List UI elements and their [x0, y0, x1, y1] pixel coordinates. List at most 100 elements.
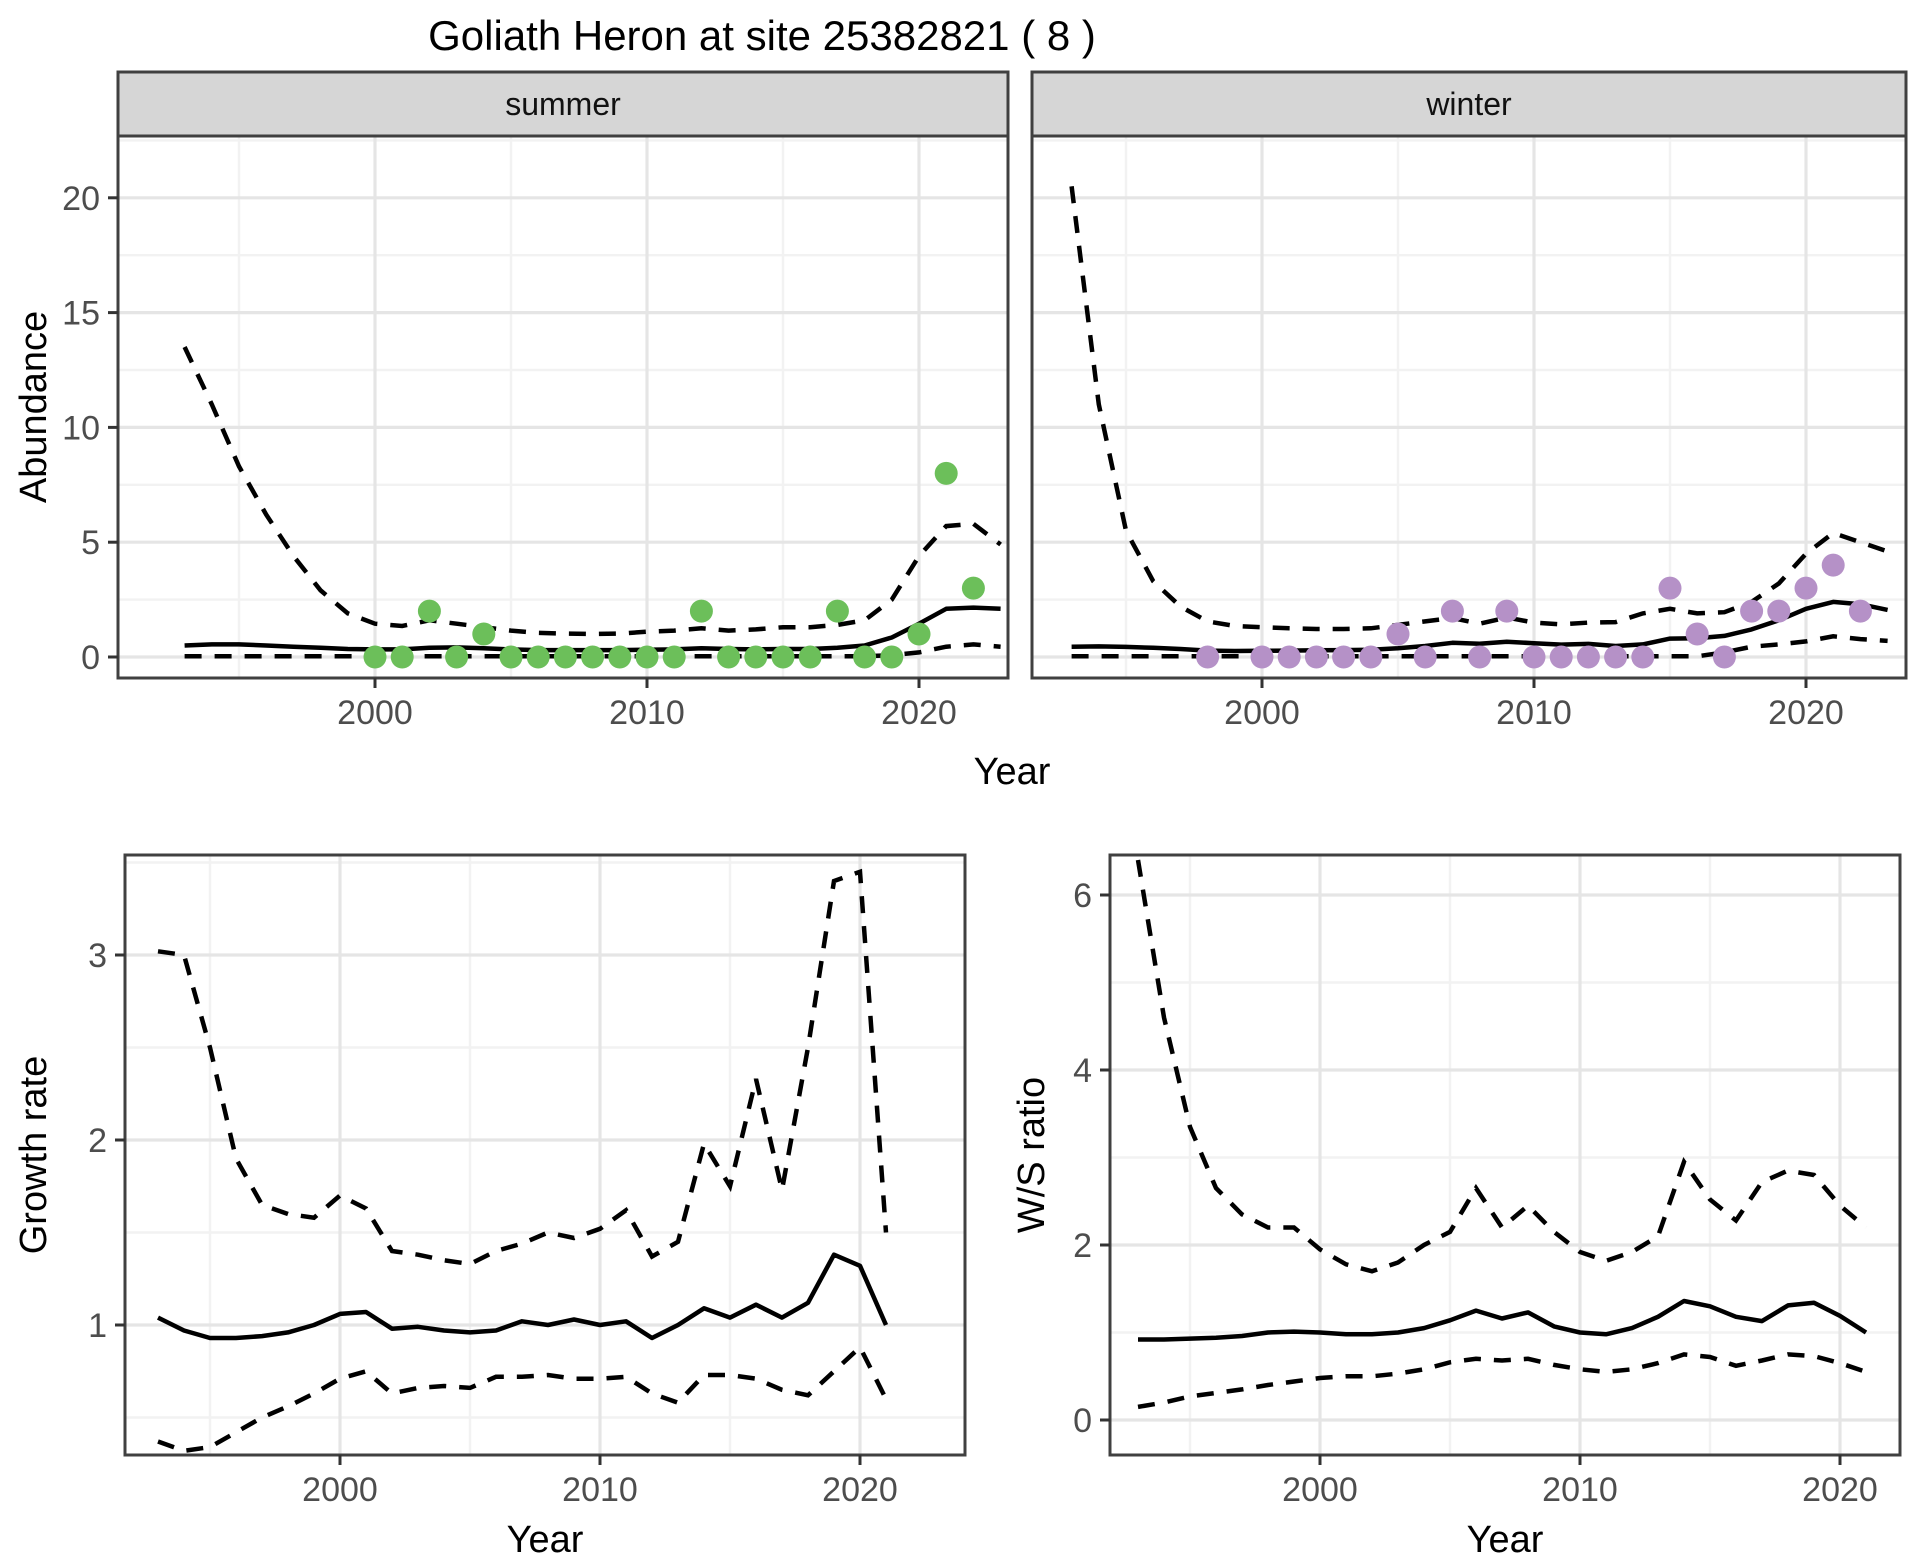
data-point: [825, 599, 849, 623]
data-point: [934, 461, 958, 485]
x-tick-label: 2010: [562, 1471, 638, 1509]
x-tick-label: 2010: [609, 694, 685, 732]
data-point: [1631, 645, 1655, 669]
data-point: [1740, 599, 1764, 623]
trend-line: [1138, 1298, 1868, 1342]
y-tick-label: 15: [62, 295, 100, 333]
data-point: [1468, 645, 1492, 669]
data-point: [880, 645, 904, 669]
y-tick-label: 0: [1073, 1402, 1092, 1440]
chart-title: Goliath Heron at site 25382821 ( 8 ): [428, 12, 1096, 59]
y-tick-label: 0: [81, 639, 100, 677]
y-axis-title-ws-ratio: W/S ratio: [1011, 1077, 1053, 1233]
data-point: [499, 645, 523, 669]
data-point: [608, 645, 632, 669]
panel-background: [1032, 136, 1906, 678]
x-axis-title-year-ws: Year: [1467, 1519, 1544, 1560]
data-point: [1685, 622, 1709, 646]
data-point: [744, 645, 768, 669]
data-point: [1359, 645, 1383, 669]
data-point: [1250, 645, 1274, 669]
data-point: [717, 645, 741, 669]
data-point: [526, 645, 550, 669]
y-tick-label: 3: [88, 937, 107, 975]
data-point: [553, 645, 577, 669]
ci-lower-line: [184, 642, 1001, 659]
data-point: [1522, 645, 1546, 669]
panel-abundance-winter: [1032, 136, 1906, 678]
data-point: [1386, 622, 1410, 646]
y-tick-label: 4: [1073, 1052, 1092, 1090]
data-point: [853, 645, 877, 669]
data-point: [1658, 576, 1682, 600]
data-point: [961, 576, 985, 600]
ci-upper-line: [182, 346, 1002, 637]
panel-abundance-summer: [118, 136, 1008, 678]
panel-background: [125, 855, 965, 1455]
panel-background: [118, 136, 1008, 678]
data-point: [1712, 645, 1736, 669]
facet-label-summer: summer: [505, 86, 621, 122]
x-tick-label: 2000: [1282, 1471, 1358, 1509]
panel-growth-rate: [125, 855, 965, 1455]
y-tick-label: 5: [81, 524, 100, 562]
data-point: [635, 645, 659, 669]
data-point: [390, 645, 414, 669]
facet-strip: [1030, 70, 1908, 138]
y-tick-label: 10: [62, 409, 100, 447]
panel-ws-ratio: [1110, 855, 1900, 1455]
x-tick-label: 2000: [1224, 694, 1300, 732]
data-point: [1277, 645, 1301, 669]
x-tick-label: 2020: [1802, 1471, 1878, 1509]
data-point: [771, 645, 795, 669]
data-point: [689, 599, 713, 623]
x-tick-label: 2000: [302, 1471, 378, 1509]
data-point: [417, 599, 441, 623]
trend-line: [156, 1252, 889, 1341]
y-tick-label: 20: [62, 180, 100, 218]
data-point: [1549, 645, 1573, 669]
x-axis-title-year-top: Year: [974, 751, 1051, 793]
x-tick-label: 2000: [337, 694, 413, 732]
y-tick-label: 2: [1073, 1227, 1092, 1265]
facet-strip: [116, 70, 1010, 138]
y-axis-title-growth-rate: Growth rate: [13, 1056, 55, 1255]
data-point: [1196, 645, 1220, 669]
data-point: [472, 622, 496, 646]
x-tick-label: 2020: [1768, 694, 1844, 732]
x-tick-label: 2020: [881, 694, 957, 732]
data-point: [1848, 599, 1872, 623]
data-point: [1794, 576, 1818, 600]
data-point: [1767, 599, 1791, 623]
panel-border: [123, 853, 967, 1457]
x-tick-label: 2010: [1542, 1471, 1618, 1509]
data-point: [1576, 645, 1600, 669]
ci-lower-line: [157, 1343, 889, 1454]
data-point: [1821, 553, 1845, 577]
data-point: [1304, 645, 1328, 669]
data-point: [1332, 645, 1356, 669]
data-point: [798, 645, 822, 669]
data-point: [1604, 645, 1628, 669]
panel-border: [1108, 853, 1902, 1457]
panel-background: [1110, 855, 1900, 1455]
data-point: [363, 645, 387, 669]
data-point: [662, 645, 686, 669]
y-tick-label: 1: [88, 1307, 107, 1345]
facet-label-winter: winter: [1425, 86, 1512, 122]
ci-upper-line: [1135, 859, 1868, 1274]
data-point: [1495, 599, 1519, 623]
y-axis-title-abundance: Abundance: [13, 311, 55, 503]
y-tick-label: 6: [1073, 877, 1092, 915]
data-point: [1440, 599, 1464, 623]
data-point: [445, 645, 469, 669]
y-tick-label: 2: [88, 1122, 107, 1160]
x-tick-label: 2010: [1496, 694, 1572, 732]
ci-lower-line: [1137, 1352, 1867, 1410]
x-axis-title-year-growth: Year: [507, 1519, 584, 1560]
chart-text-layer: Goliath Heron at site 25382821 ( 8 ) sum…: [13, 12, 1544, 1560]
data-point: [1413, 645, 1437, 669]
